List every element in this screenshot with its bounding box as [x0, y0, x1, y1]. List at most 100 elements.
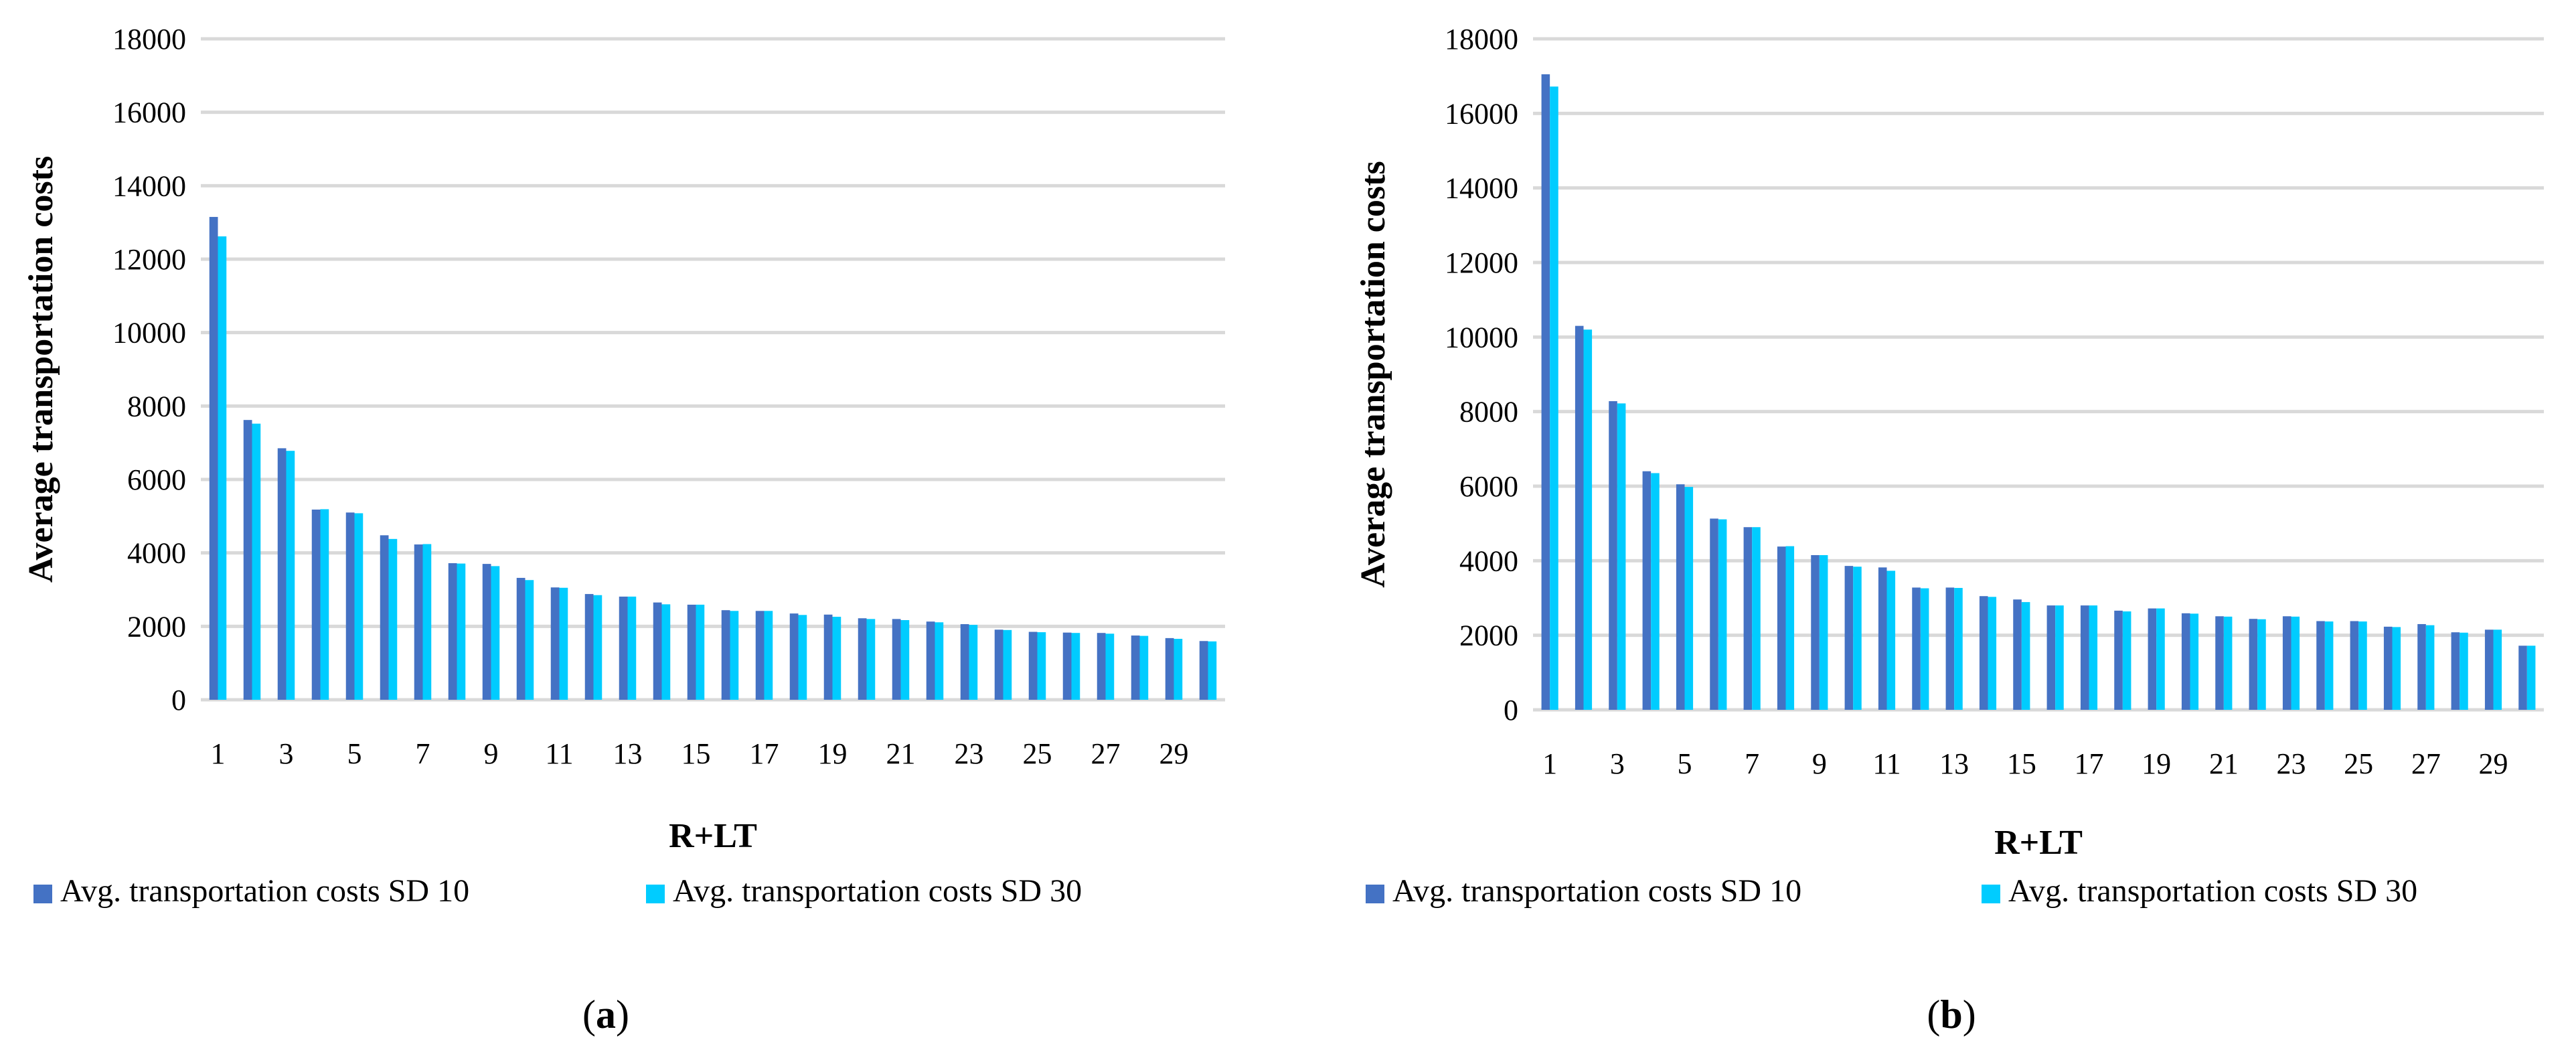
- bar-series-1: [2046, 605, 2056, 710]
- bar-series-2: [354, 513, 364, 700]
- bar-series-1: [858, 618, 867, 700]
- bar-series-2: [2460, 632, 2468, 710]
- bar-series-1: [1743, 527, 1753, 710]
- x-tick-label: 5: [347, 737, 362, 770]
- bar-series-1: [277, 448, 287, 700]
- bar-series-2: [1105, 633, 1115, 700]
- y-tick-label: 6000: [1459, 470, 1518, 503]
- bar-series-2: [764, 611, 773, 700]
- legend-swatch-series-1: [33, 885, 52, 903]
- y-tick-label: 12000: [112, 243, 186, 276]
- x-tick-label: 15: [681, 737, 711, 770]
- bar-series-2: [969, 625, 978, 700]
- y-tick-label: 0: [171, 684, 186, 717]
- x-tick-label: 19: [818, 737, 848, 770]
- bar-series-1: [2181, 613, 2190, 710]
- bar-series-1: [1165, 638, 1174, 700]
- x-tick-label: 3: [1610, 747, 1625, 780]
- bar-series-2: [2425, 625, 2435, 710]
- bar-series-1: [2013, 599, 2022, 710]
- bar-series-2: [593, 595, 602, 700]
- y-axis-title: Average transportation costs: [1354, 161, 1392, 587]
- bar-series-2: [1651, 473, 1660, 710]
- bar-series-2: [1037, 632, 1046, 700]
- bar-series-1: [482, 564, 491, 700]
- bar-series-2: [1208, 641, 1217, 700]
- bar-series-1: [2215, 616, 2224, 710]
- bar-series-2: [320, 509, 329, 700]
- legend-swatch-series-1: [1366, 885, 1384, 903]
- bar-series-1: [1777, 546, 1786, 710]
- panel-caption: (b): [1927, 992, 1976, 1037]
- bar-series-1: [2350, 621, 2359, 710]
- y-tick-label: 18000: [112, 23, 186, 56]
- bar-series-1: [243, 420, 252, 700]
- x-axis-title: R+LT: [669, 817, 757, 855]
- bar-series-1: [1062, 632, 1072, 700]
- y-tick-label: 8000: [127, 390, 186, 423]
- bar-series-2: [1853, 567, 1862, 710]
- bar-series-2: [286, 451, 295, 700]
- bar-series-1: [2484, 629, 2494, 710]
- bar-series-2: [2493, 629, 2502, 710]
- y-axis-title: Average transportation costs: [22, 156, 60, 583]
- bar-series-2: [252, 423, 261, 700]
- bar-series-1: [823, 614, 833, 700]
- x-tick-label: 3: [279, 737, 294, 770]
- bar-series-1: [2316, 621, 2325, 710]
- y-tick-label: 6000: [127, 463, 186, 496]
- x-tick-label: 29: [1159, 737, 1189, 770]
- bar-series-2: [1785, 546, 1795, 710]
- bar-series-2: [1920, 588, 1929, 710]
- bar-series-2: [525, 580, 534, 700]
- panel-caption-letter: b: [1940, 992, 1962, 1037]
- x-axis-title: R+LT: [1994, 824, 2083, 862]
- bar-series-2: [2291, 616, 2300, 710]
- bar-series-1: [311, 509, 321, 700]
- bar-series-2: [627, 596, 637, 700]
- bar-series-1: [619, 596, 628, 700]
- bar-series-1: [2518, 646, 2527, 710]
- bar-series-1: [1676, 484, 1685, 710]
- bar-series-1: [2148, 608, 2157, 710]
- bar-series-2: [457, 563, 466, 700]
- bar-series-2: [1617, 403, 1626, 710]
- bar-series-1: [1642, 471, 1652, 710]
- legend-swatch-series-2: [1982, 885, 2000, 903]
- bar-series-1: [1131, 635, 1140, 700]
- bar-series-1: [2282, 616, 2291, 710]
- bar-series-2: [2156, 608, 2165, 710]
- x-tick-label: 13: [1939, 747, 1969, 780]
- bar-series-2: [388, 538, 398, 700]
- x-tick-label: 9: [484, 737, 499, 770]
- bar-series-1: [2451, 632, 2460, 710]
- bar-series-1: [345, 512, 355, 700]
- y-tick-label: 16000: [1445, 97, 1518, 130]
- bar-series-2: [2122, 611, 2131, 710]
- y-tick-label: 10000: [112, 317, 186, 350]
- y-tick-label: 0: [1504, 694, 1518, 727]
- bar-series-2: [696, 604, 705, 700]
- x-tick-label: 23: [955, 737, 984, 770]
- bar-series-2: [2257, 619, 2266, 710]
- bar-series-1: [1844, 566, 1854, 710]
- x-tick-label: 29: [2479, 747, 2508, 780]
- y-tick-label: 2000: [127, 610, 186, 643]
- y-tick-label: 14000: [112, 169, 186, 202]
- bar-series-1: [1028, 631, 1038, 700]
- bar-series-1: [755, 611, 764, 700]
- bar-series-2: [2223, 616, 2233, 710]
- panel-caption: (a): [582, 992, 629, 1037]
- bar-series-2: [2055, 605, 2064, 710]
- y-tick-label: 10000: [1445, 321, 1518, 354]
- bar-series-1: [1710, 518, 1718, 710]
- bar-series-1: [2417, 623, 2426, 710]
- bar-series-1: [1945, 587, 1955, 710]
- bar-series-2: [1139, 635, 1149, 700]
- legend-label-series-1: Avg. transportation costs SD 10: [60, 873, 469, 909]
- y-tick-label: 12000: [1445, 246, 1518, 279]
- panel-caption-letter: a: [596, 992, 616, 1037]
- x-tick-label: 7: [1745, 747, 1759, 780]
- bar-series-2: [798, 615, 807, 700]
- bar-series-2: [2089, 605, 2098, 710]
